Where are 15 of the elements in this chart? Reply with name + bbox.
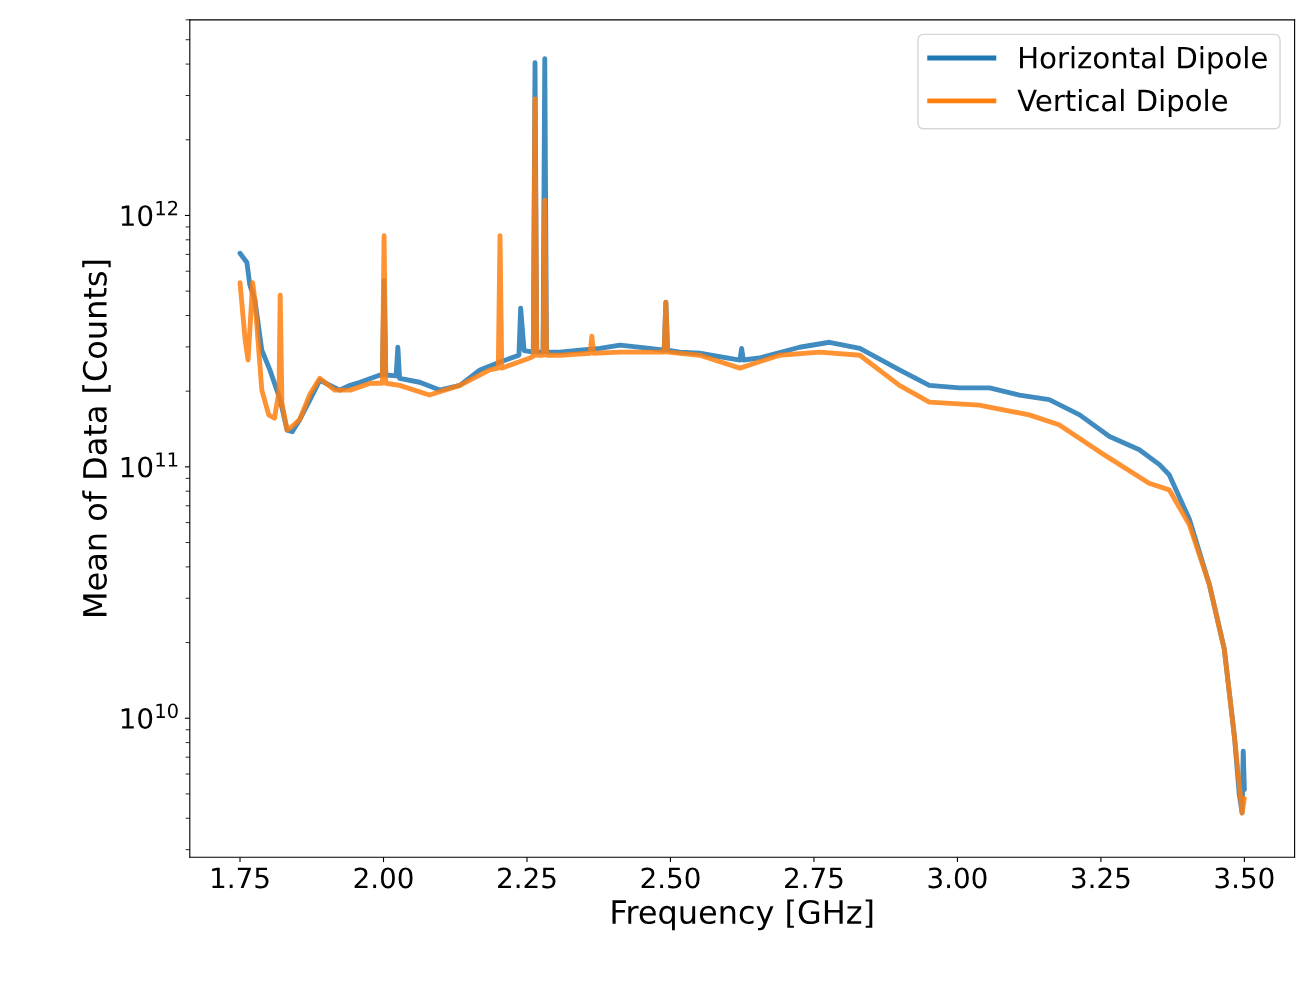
- x-tick-label: 2.25: [498, 867, 556, 889]
- x-tick-label: 2.50: [641, 867, 700, 889]
- x-tick-label: 3.25: [1072, 867, 1130, 889]
- x-tick-label: 2.00: [354, 867, 413, 889]
- y-tick-label: 10$^{12}$: [121, 200, 178, 227]
- y-axis-title: Mean of Data [Counts]: [82, 260, 111, 616]
- legend-label: Horizontal Dipole: [1020, 46, 1267, 75]
- y-tick-label: 10$^{10}$: [121, 703, 178, 729]
- y-tick-label: 10$^{11}$: [121, 452, 178, 478]
- x-tick-label: 2.75: [785, 867, 843, 889]
- x-tick-label: 3.50: [1215, 867, 1274, 889]
- x-tick-label: 3.00: [928, 867, 987, 889]
- legend-label: Vertical Dipole: [1017, 88, 1228, 118]
- x-tick-label: 1.75: [212, 867, 269, 889]
- x-axis-title: Frequency [GHz]: [612, 899, 873, 931]
